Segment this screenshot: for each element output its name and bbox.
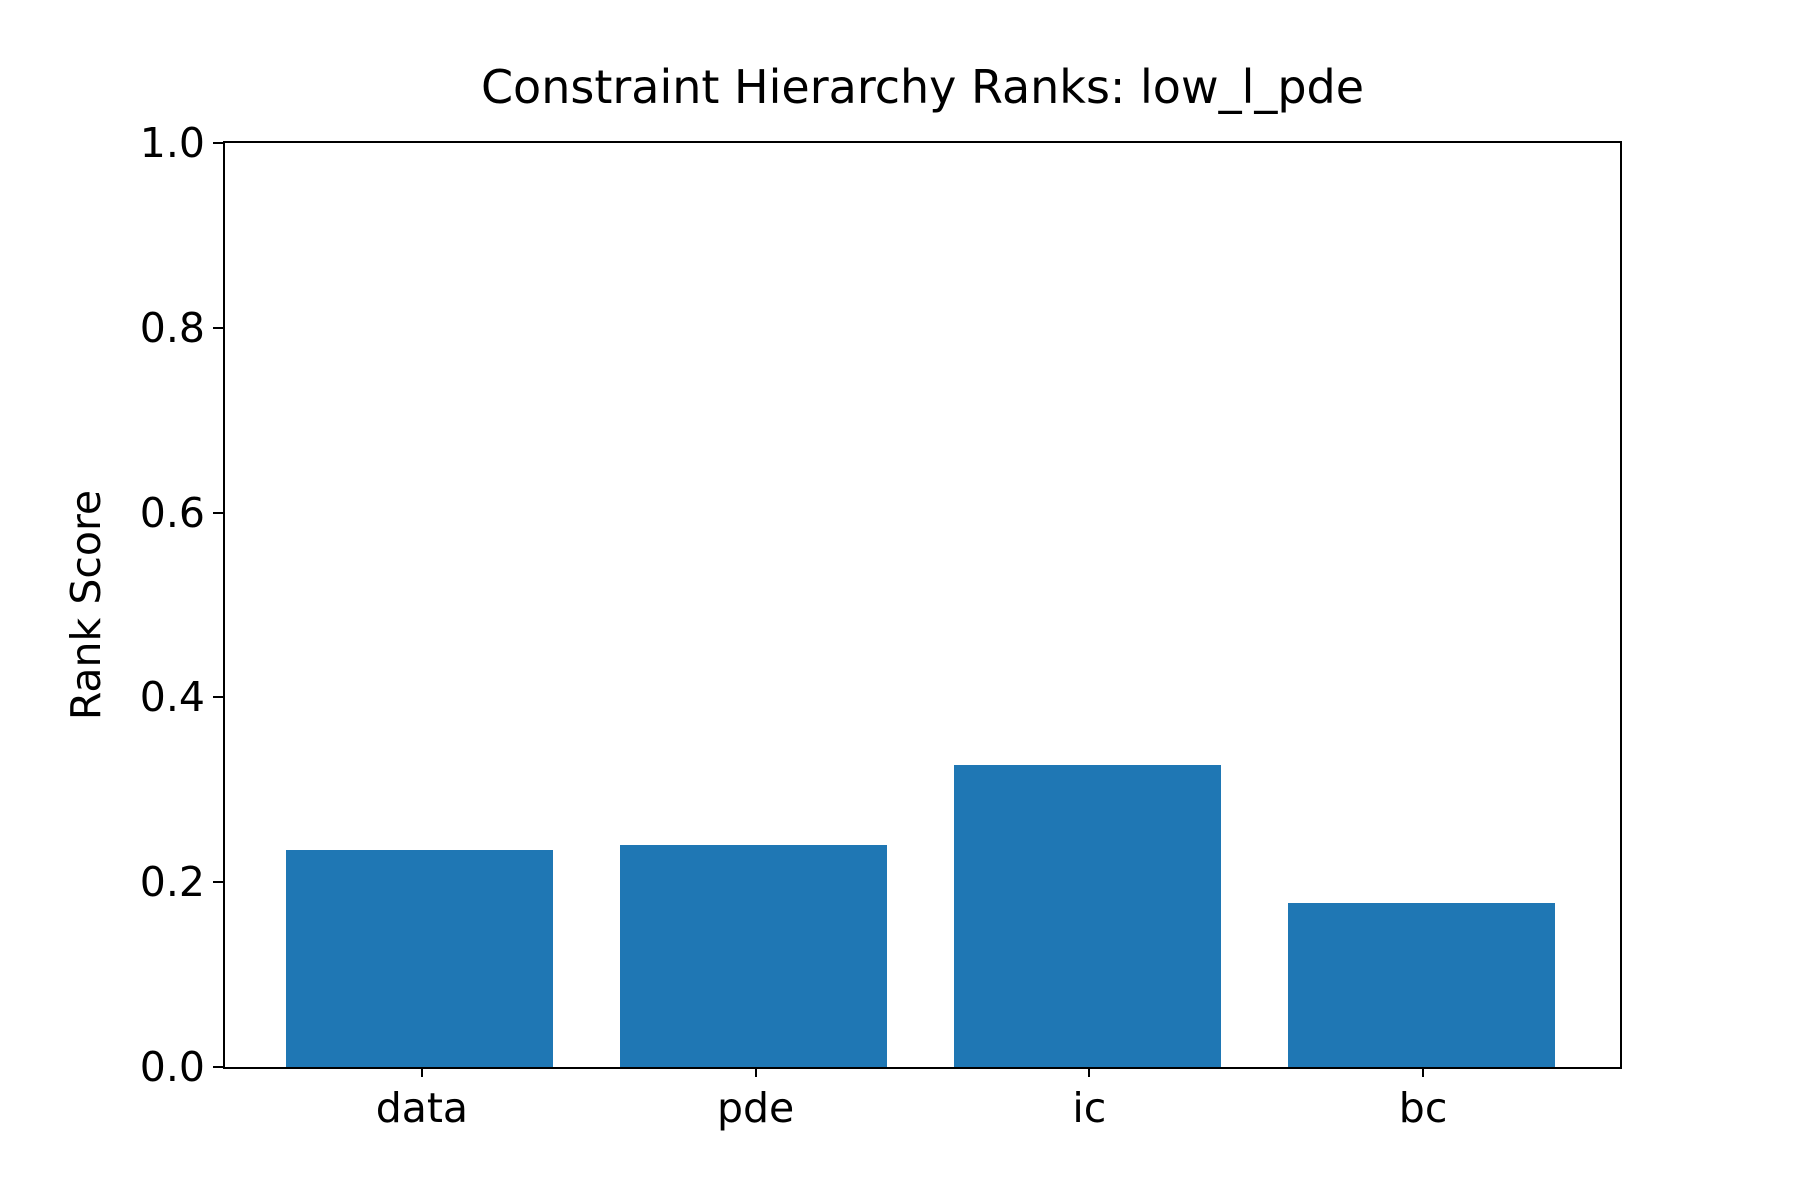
y-tick-label-0.2: 0.2 <box>139 858 205 907</box>
y-axis-label: Rank Score <box>62 489 110 721</box>
y-tick-label-0.6: 0.6 <box>139 488 205 537</box>
bar-pde <box>620 845 888 1067</box>
x-tick-label-ic: ic <box>1072 1084 1107 1132</box>
y-tick-mark <box>213 696 223 699</box>
y-tick-label-0.8: 0.8 <box>139 303 205 352</box>
x-tick-mark <box>1422 1067 1425 1077</box>
chart-title: Constraint Hierarchy Ranks: low_l_pde <box>480 60 1365 114</box>
y-tick-label-1.0: 1.0 <box>139 119 205 167</box>
y-tick-mark <box>213 511 223 514</box>
x-tick-label-bc: bc <box>1398 1084 1448 1132</box>
x-tick-mark <box>420 1067 423 1077</box>
bar-bc <box>1287 903 1555 1067</box>
x-tick-mark <box>754 1067 757 1077</box>
x-tick-label-pde: pde <box>716 1084 795 1132</box>
y-tick-label-0.0: 0.0 <box>139 1043 205 1091</box>
y-tick-mark <box>213 1066 223 1068</box>
plot-area <box>223 141 1622 1069</box>
bar-data <box>286 849 554 1067</box>
bar-ic <box>953 764 1221 1067</box>
y-tick-mark <box>213 142 223 144</box>
x-tick-label-data: data <box>375 1084 469 1132</box>
y-tick-label-0.4: 0.4 <box>139 673 205 722</box>
y-tick-mark <box>213 881 223 884</box>
y-tick-mark <box>213 326 223 329</box>
x-tick-mark <box>1088 1067 1091 1077</box>
